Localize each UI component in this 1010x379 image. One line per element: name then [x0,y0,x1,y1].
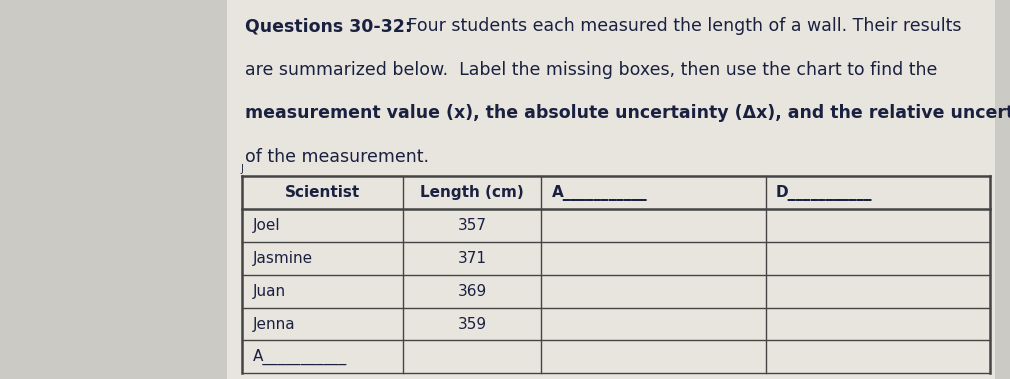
Text: 359: 359 [458,316,487,332]
Text: 369: 369 [458,284,487,299]
Text: A___________: A___________ [252,349,346,365]
Text: Four students each measured the length of a wall. Their results: Four students each measured the length o… [402,17,962,35]
FancyBboxPatch shape [227,0,995,379]
FancyBboxPatch shape [242,176,990,373]
Text: are summarized below.  Label the missing boxes, then use the chart to find the: are summarized below. Label the missing … [245,61,938,78]
Text: Length (cm): Length (cm) [420,185,524,200]
Text: A___________: A___________ [551,185,647,200]
Text: Jasmine: Jasmine [252,251,313,266]
Text: D___________: D___________ [776,185,873,200]
Text: measurement value (x), the absolute uncertainty (Δx), and the relative uncertain: measurement value (x), the absolute unce… [245,104,1010,122]
Text: of the measurement.: of the measurement. [245,148,429,166]
Text: 357: 357 [458,218,487,233]
Text: 371: 371 [458,251,487,266]
Text: J: J [240,164,243,174]
Text: Questions 30-32:: Questions 30-32: [245,17,412,35]
Text: Juan: Juan [252,284,286,299]
Text: Scientist: Scientist [285,185,361,200]
Text: Jenna: Jenna [252,316,295,332]
Text: Joel: Joel [252,218,280,233]
